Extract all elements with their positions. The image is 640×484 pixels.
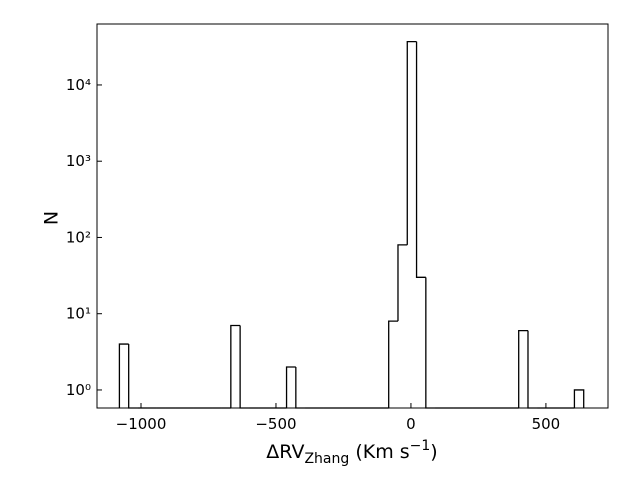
axes-frame: [96, 23, 609, 409]
histogram-bar: [230, 324, 241, 408]
histogram-bar: [518, 329, 528, 408]
y-tick-label: 10²: [66, 228, 91, 246]
x-tick-label: −500: [255, 415, 296, 433]
histogram-bar: [285, 366, 296, 408]
x-tick-label: −1000: [116, 415, 167, 433]
histogram-bar: [128, 344, 138, 409]
x-label-main: ΔRV: [266, 441, 304, 463]
x-axis-label: ΔRVZhang (Km s−1): [266, 438, 437, 467]
histogram-bar: [406, 40, 417, 245]
x-label-sup: −1: [410, 438, 431, 454]
x-label-end: ): [430, 441, 437, 463]
x-label-sub: Zhang: [304, 451, 349, 467]
histogram-bar: [397, 244, 408, 322]
histogram-bar: [118, 343, 129, 408]
histogram-bar: [415, 41, 426, 278]
histogram-bar: [388, 320, 398, 408]
x-tick-label: 0: [406, 415, 416, 433]
histogram-bar: [425, 277, 436, 409]
y-tick-label: 10⁰: [66, 381, 91, 399]
y-tick-label: 10³: [66, 152, 91, 170]
histogram-bar: [573, 389, 585, 408]
histogram-bar: [527, 330, 538, 409]
histogram-bar: [295, 367, 306, 409]
x-label-rest: (Km s: [349, 441, 409, 463]
histogram-bar: [239, 325, 250, 409]
y-tick-label: 10⁴: [66, 76, 91, 94]
y-axis-label: N: [41, 211, 63, 225]
y-tick-label: 10¹: [66, 305, 91, 323]
x-tick-label: 500: [532, 415, 561, 433]
